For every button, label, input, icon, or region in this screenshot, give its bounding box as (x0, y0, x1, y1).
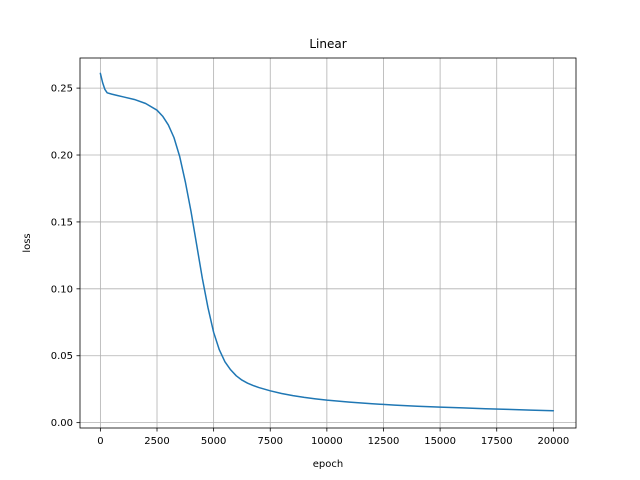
chart-title: Linear (309, 37, 346, 51)
y-tick-label: 0.20 (51, 151, 73, 162)
x-tick-label: 17500 (481, 436, 513, 447)
y-tick-label: 0.00 (51, 418, 73, 429)
x-tick-label: 12500 (368, 436, 400, 447)
x-tick-label: 20000 (537, 436, 569, 447)
y-axis: 0.00 0.05 0.10 0.15 0.20 0.25 (51, 84, 80, 429)
plot-area (99, 72, 555, 412)
x-tick-label: 7500 (258, 436, 283, 447)
x-tick-label: 0 (97, 436, 103, 447)
x-tick-label: 5000 (201, 436, 226, 447)
y-axis-label: loss (22, 233, 33, 252)
y-tick-label: 0.05 (51, 351, 73, 362)
y-tick-label: 0.10 (51, 284, 73, 295)
x-axis-label: epoch (313, 459, 343, 470)
x-tick-label: 10000 (311, 436, 343, 447)
axes-frame (79, 57, 577, 429)
x-tick-label: 15000 (424, 436, 456, 447)
y-tick-label: 0.15 (51, 217, 73, 228)
y-tick-label: 0.25 (51, 84, 73, 95)
grid (80, 58, 576, 428)
x-axis: 0 2500 5000 7500 10000 12500 15000 17500 20000 (97, 428, 569, 447)
loss-series-line (99, 72, 555, 412)
x-tick-label: 2500 (144, 436, 169, 447)
